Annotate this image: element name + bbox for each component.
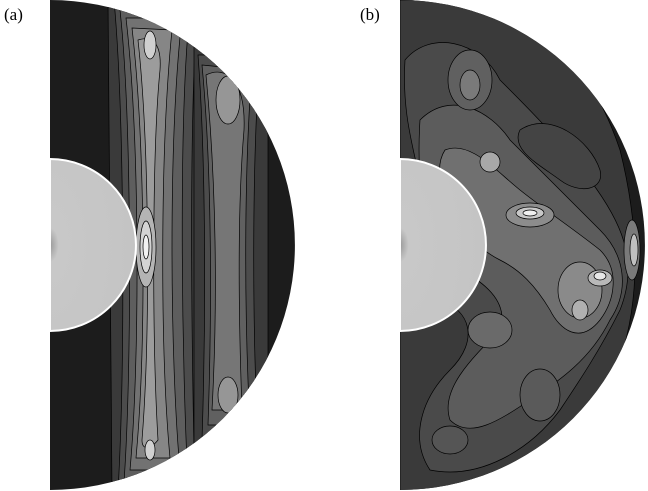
panel-a (50, 0, 300, 491)
panel-label: (b) (360, 5, 380, 24)
figure: (a) (b) (0, 0, 648, 491)
contour-band (194, 40, 268, 460)
panel-label: (a) (4, 5, 23, 24)
panel-b (400, 0, 648, 491)
